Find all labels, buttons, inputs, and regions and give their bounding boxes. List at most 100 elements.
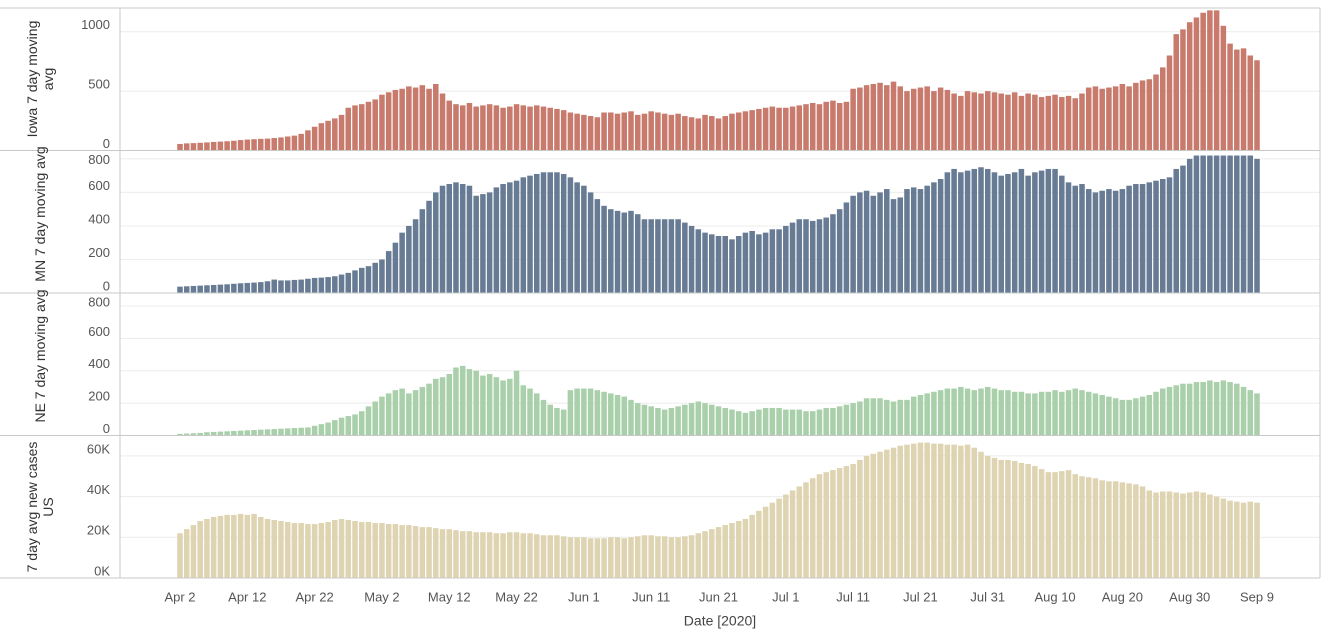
bar xyxy=(1092,86,1099,151)
bar xyxy=(1160,179,1166,293)
bar xyxy=(392,242,399,293)
bar xyxy=(1011,460,1018,578)
bar xyxy=(998,459,1004,578)
bar xyxy=(1200,12,1206,151)
bar xyxy=(540,106,547,151)
bar xyxy=(1052,472,1058,578)
bar xyxy=(1079,390,1085,436)
bar xyxy=(1240,48,1247,151)
bar xyxy=(1018,462,1025,578)
bar xyxy=(742,232,749,293)
bar xyxy=(964,91,971,151)
bar xyxy=(520,105,527,151)
bar xyxy=(702,403,708,436)
bar xyxy=(258,282,264,293)
bar xyxy=(486,373,493,436)
bar xyxy=(298,279,304,293)
bar xyxy=(1234,155,1240,293)
bar xyxy=(756,409,762,436)
bar xyxy=(648,219,654,293)
bar xyxy=(910,187,917,293)
bar xyxy=(870,84,877,151)
bar xyxy=(271,429,277,436)
bar xyxy=(984,386,991,436)
bar xyxy=(809,220,816,293)
y-tick-label: 40K xyxy=(87,482,110,497)
bar xyxy=(305,427,311,436)
bar xyxy=(237,430,244,436)
x-axis-title: Date [2020] xyxy=(684,613,756,629)
bar xyxy=(608,112,614,151)
bar xyxy=(1247,155,1254,293)
bar xyxy=(426,88,432,151)
bar xyxy=(1153,391,1159,436)
bar xyxy=(1092,478,1099,578)
bar xyxy=(197,142,203,151)
bar xyxy=(675,113,681,151)
bar xyxy=(264,518,271,578)
bar xyxy=(823,217,829,293)
bar xyxy=(756,108,762,151)
bar xyxy=(332,118,338,151)
y-tick-label: 0 xyxy=(103,278,110,293)
bar xyxy=(1200,155,1206,293)
bar xyxy=(1234,49,1240,151)
bar xyxy=(1025,464,1031,578)
bar xyxy=(1207,10,1213,151)
bar xyxy=(507,378,513,436)
bar xyxy=(513,180,520,293)
bar xyxy=(1099,480,1105,578)
y-tick-label: 500 xyxy=(88,77,110,92)
bar xyxy=(1085,391,1092,436)
bar xyxy=(850,195,856,293)
bar xyxy=(560,173,567,293)
bar xyxy=(823,472,829,578)
y-tick-label: 200 xyxy=(88,389,110,404)
bar xyxy=(500,380,506,436)
bar xyxy=(480,375,486,436)
bar xyxy=(978,93,984,151)
bar xyxy=(621,538,628,578)
bar xyxy=(634,114,641,151)
y-tick-label: 800 xyxy=(88,294,110,309)
bar xyxy=(1126,399,1132,436)
bar xyxy=(695,229,702,293)
bar xyxy=(284,428,291,436)
bar xyxy=(843,466,850,578)
bar xyxy=(870,453,877,578)
bar xyxy=(385,251,392,293)
bar xyxy=(863,190,870,293)
bar xyxy=(984,455,991,578)
bar xyxy=(459,365,466,436)
bar xyxy=(816,409,823,436)
bar xyxy=(345,416,352,436)
bar xyxy=(971,168,978,293)
bar xyxy=(614,210,621,293)
bar xyxy=(984,168,991,293)
bar xyxy=(379,94,385,151)
bar xyxy=(480,532,486,578)
x-tick-label: Jun 21 xyxy=(699,589,738,604)
bar xyxy=(459,105,466,151)
bar xyxy=(358,411,365,436)
bar xyxy=(379,259,385,293)
bar xyxy=(1254,393,1260,436)
bar xyxy=(507,532,513,578)
bar xyxy=(628,537,634,578)
bar xyxy=(1166,177,1173,293)
bar xyxy=(406,86,412,151)
bar xyxy=(964,444,971,578)
bar xyxy=(1193,155,1200,293)
bar xyxy=(493,377,500,436)
bar xyxy=(951,93,957,151)
bar xyxy=(291,135,298,151)
bar xyxy=(311,126,318,151)
bar xyxy=(991,388,998,436)
x-tick-label: Sep 9 xyxy=(1240,589,1274,604)
bar xyxy=(587,388,594,436)
bar xyxy=(1146,490,1153,578)
bar xyxy=(1018,95,1025,151)
bar xyxy=(399,88,405,151)
bar xyxy=(291,523,298,578)
